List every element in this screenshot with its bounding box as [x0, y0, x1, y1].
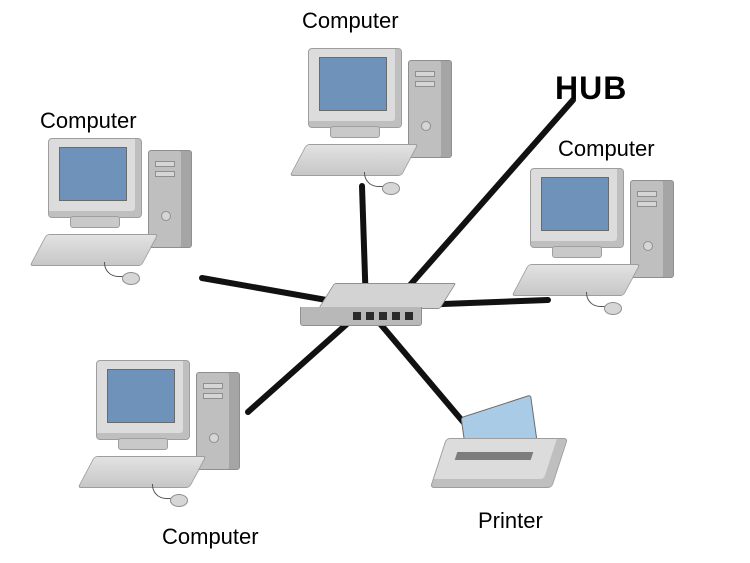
- computer-node: [88, 360, 268, 510]
- monitor-screen: [541, 177, 609, 231]
- monitor-base: [330, 126, 380, 138]
- monitor-screen: [107, 369, 175, 423]
- mouse: [604, 302, 622, 315]
- monitor-base: [552, 246, 602, 258]
- monitor-base: [70, 216, 120, 228]
- hub-port: [392, 312, 400, 320]
- hub-device: [318, 283, 438, 325]
- keyboard: [511, 264, 640, 296]
- computer-label: Computer: [162, 524, 259, 550]
- computer-node: [522, 168, 702, 318]
- hub-top: [318, 283, 456, 309]
- monitor: [530, 168, 624, 248]
- keyboard: [29, 234, 158, 266]
- mouse: [382, 182, 400, 195]
- monitor: [308, 48, 402, 128]
- keyboard: [289, 144, 418, 176]
- hub-port: [379, 312, 387, 320]
- mouse: [122, 272, 140, 285]
- hub-port: [405, 312, 413, 320]
- printer-body: [430, 438, 568, 488]
- printer-label: Printer: [478, 508, 543, 534]
- keyboard: [77, 456, 206, 488]
- hub-port: [353, 312, 361, 320]
- computer-node: [300, 48, 480, 198]
- computer-label: Computer: [558, 136, 655, 162]
- printer-node: [428, 398, 578, 508]
- monitor-base: [118, 438, 168, 450]
- mouse: [170, 494, 188, 507]
- monitor-screen: [59, 147, 127, 201]
- hub-port: [366, 312, 374, 320]
- printer-output-slot: [455, 452, 534, 460]
- computer-label: Computer: [40, 108, 137, 134]
- network-diagram: { "diagram": { "type": "network", "canva…: [0, 0, 750, 563]
- monitor: [48, 138, 142, 218]
- hub-label: HUB: [555, 70, 627, 107]
- computer-node: [40, 138, 220, 288]
- hub-front: [300, 307, 422, 326]
- computer-label: Computer: [302, 8, 399, 34]
- monitor-screen: [319, 57, 387, 111]
- monitor: [96, 360, 190, 440]
